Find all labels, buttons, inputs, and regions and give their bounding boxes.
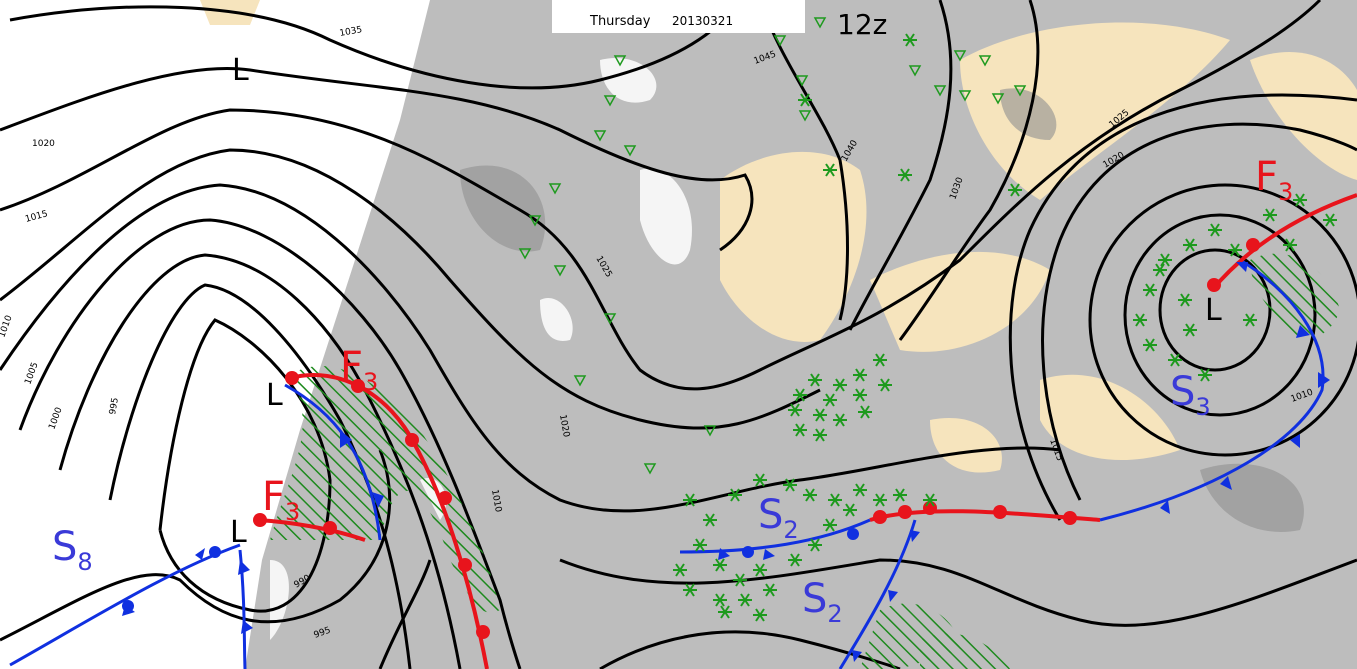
land-beige (200, 0, 1357, 473)
front-letter: F (340, 344, 363, 390)
front-letter: F (1255, 154, 1278, 200)
low-center: L (230, 515, 247, 550)
front-label: F3 (262, 474, 300, 526)
model-run: 12z (837, 8, 887, 41)
front-index: 3 (363, 368, 378, 396)
low-center: L (1205, 293, 1222, 328)
front-index: 2 (827, 600, 842, 628)
front-index: 3 (1195, 393, 1210, 421)
isobar-label: 1010 (489, 489, 503, 514)
low-center: L (232, 53, 249, 88)
front-letter: S (1170, 369, 1195, 415)
front-label: S2 (758, 492, 799, 544)
front-index: 2 (783, 516, 798, 544)
precipitation-hatching (270, 253, 1340, 669)
front-letter: S (802, 576, 827, 622)
front-label: S2 (802, 576, 843, 628)
header-box (552, 0, 805, 33)
front-label: S3 (1170, 369, 1211, 421)
front-index: 3 (285, 498, 300, 526)
low-center: L (266, 378, 283, 413)
isobar-label: 1020 (32, 139, 55, 149)
isobar-label: 1020 (557, 414, 571, 439)
front-letter: S (52, 524, 77, 570)
front-label: F3 (340, 344, 378, 396)
day: Thursday (589, 14, 651, 29)
front-index: 3 (1278, 178, 1293, 206)
front-letter: S (758, 492, 783, 538)
front-label: F3 (1255, 154, 1293, 206)
isobar-label: 995 (108, 397, 121, 416)
front-letter: F (262, 474, 285, 520)
front-label: S8 (52, 524, 93, 576)
isobar-label: 1035 (339, 25, 363, 39)
date: 20130321 (672, 14, 733, 28)
fronts (9, 193, 1357, 669)
front-index: 8 (77, 548, 92, 576)
